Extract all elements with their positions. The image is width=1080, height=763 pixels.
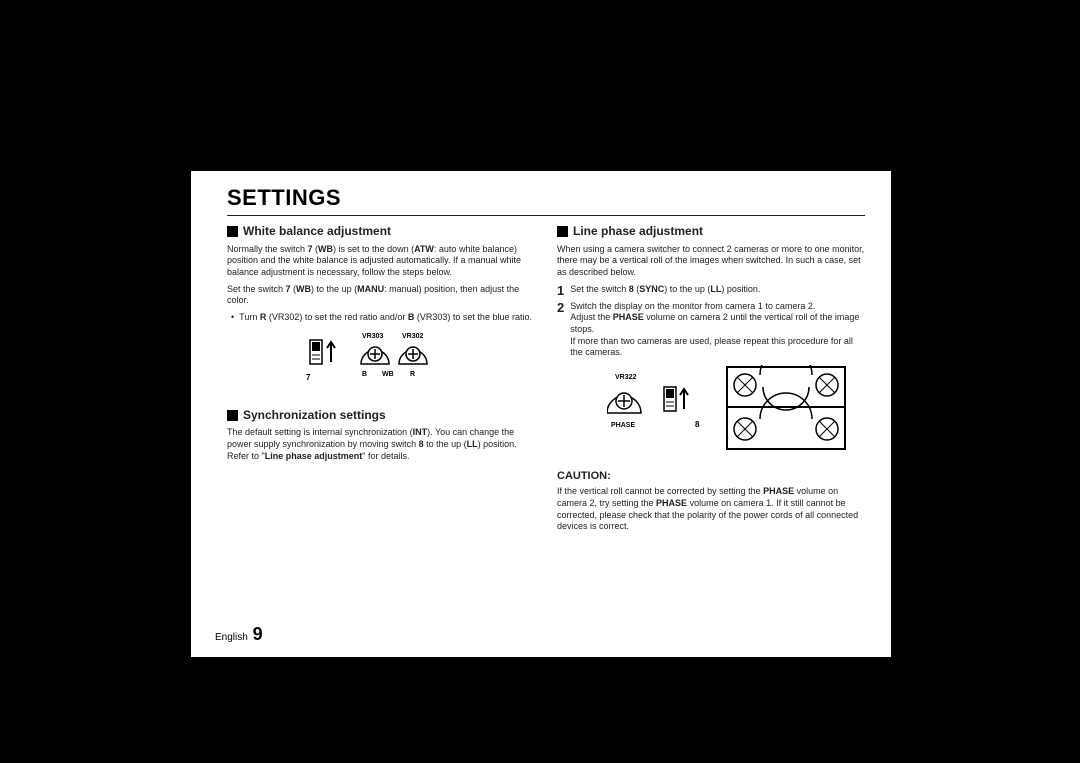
svg-text:8: 8 bbox=[695, 420, 700, 429]
svg-text:VR302: VR302 bbox=[402, 333, 424, 340]
content-columns: White balance adjustment Normally the sw… bbox=[227, 224, 865, 538]
wb-diagram: 7 VR303 VR302 B W bbox=[227, 330, 535, 390]
sync-para: The default setting is internal synchron… bbox=[227, 427, 535, 462]
svg-text:WB: WB bbox=[382, 371, 394, 378]
footer-page-number: 9 bbox=[253, 624, 263, 644]
lp-step-1: 1 Set the switch 8 (SYNC) to the up (LL)… bbox=[557, 284, 865, 297]
s2c: If more than two cameras are used, pleas… bbox=[570, 336, 865, 359]
lp-step-2: 2 Switch the display on the monitor from… bbox=[557, 301, 865, 359]
svg-text:R: R bbox=[410, 371, 415, 378]
square-bullet-icon bbox=[227, 226, 238, 237]
wb-heading: White balance adjustment bbox=[227, 224, 535, 240]
step-number: 1 bbox=[557, 284, 564, 297]
right-column: Line phase adjustment When using a camer… bbox=[557, 224, 865, 538]
phase-diagram: VR322 PHASE 8 bbox=[607, 365, 865, 451]
lp-heading: Line phase adjustment bbox=[557, 224, 865, 240]
wb-bullet-text: Turn R (VR302) to set the red ratio and/… bbox=[239, 312, 532, 324]
page-title: SETTINGS bbox=[227, 185, 865, 211]
phase-diagram-svg: VR322 PHASE 8 bbox=[607, 365, 865, 451]
wb-para-1: Normally the switch 7 (WB) is set to the… bbox=[227, 244, 535, 279]
svg-text:7: 7 bbox=[306, 373, 311, 382]
lp-title: Line phase adjustment bbox=[573, 224, 703, 240]
page-footer: English 9 bbox=[215, 624, 263, 645]
wb-bullet: • Turn R (VR302) to set the red ratio an… bbox=[231, 312, 535, 324]
square-bullet-icon bbox=[227, 410, 238, 421]
step-number: 2 bbox=[557, 301, 564, 359]
wb-para-2: Set the switch 7 (WB) to the up (MANU: m… bbox=[227, 284, 535, 307]
wb-diagram-svg: 7 VR303 VR302 B W bbox=[306, 330, 456, 390]
step-1-text: Set the switch 8 (SYNC) to the up (LL) p… bbox=[570, 284, 865, 297]
caution-title: CAUTION: bbox=[557, 469, 865, 483]
step-2-text: Switch the display on the monitor from c… bbox=[570, 301, 865, 359]
svg-text:B: B bbox=[362, 371, 367, 378]
caution-para: If the vertical roll cannot be corrected… bbox=[557, 486, 865, 533]
svg-text:PHASE: PHASE bbox=[611, 422, 635, 429]
sync-heading: Synchronization settings bbox=[227, 408, 535, 424]
lp-para-1: When using a camera switcher to connect … bbox=[557, 244, 865, 279]
svg-text:VR322: VR322 bbox=[615, 374, 637, 381]
svg-text:VR303: VR303 bbox=[362, 333, 384, 340]
manual-page: SETTINGS White balance adjustment Normal… bbox=[191, 171, 891, 657]
left-column: White balance adjustment Normally the sw… bbox=[227, 224, 535, 538]
s2b: Adjust the PHASE volume on camera 2 unti… bbox=[570, 312, 865, 335]
wb-title: White balance adjustment bbox=[243, 224, 391, 240]
footer-lang: English bbox=[215, 632, 248, 643]
horizontal-rule bbox=[227, 215, 865, 216]
square-bullet-icon bbox=[557, 226, 568, 237]
bullet-dot-icon: • bbox=[231, 312, 234, 324]
sync-title: Synchronization settings bbox=[243, 408, 386, 424]
s2a: Switch the display on the monitor from c… bbox=[570, 301, 865, 313]
